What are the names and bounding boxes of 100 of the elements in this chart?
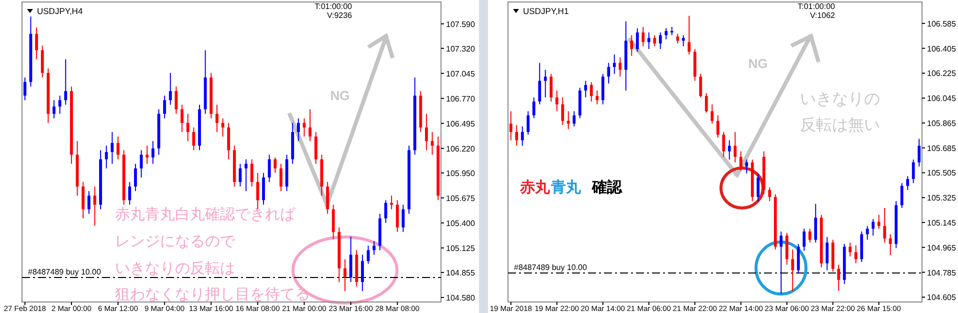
candlestick	[262, 172, 265, 206]
annotation: V:1062	[810, 11, 836, 20]
y-tick-label: 105.125	[446, 244, 476, 253]
candlestick	[344, 258, 346, 292]
annotation: T:01:00:00	[314, 2, 353, 11]
candlestick	[584, 80, 588, 98]
candlestick	[642, 26, 645, 47]
candlestick	[866, 225, 869, 240]
candlestick	[244, 158, 248, 192]
candlestick	[906, 176, 910, 191]
y-tick-label: 107.590	[446, 20, 476, 29]
candlestick	[900, 182, 904, 208]
candlestick	[532, 96, 536, 119]
candlestick	[837, 264, 840, 292]
candlestick	[372, 240, 376, 256]
y-tick-label: 106.220	[446, 144, 476, 154]
candlestick	[509, 110, 512, 141]
y-tick-label: 105.675	[446, 194, 476, 203]
annotation: 確認	[591, 179, 623, 196]
candlestick	[601, 73, 604, 105]
y-tick-label: 105.950	[446, 168, 476, 178]
y-tick-label: 106.405	[927, 44, 956, 54]
y-tick-label: 104.785	[927, 268, 956, 278]
candlestick	[883, 207, 886, 244]
y-tick-label: 104.965	[927, 243, 956, 252]
candlestick	[728, 140, 731, 160]
candlestick	[699, 73, 702, 98]
candlestick	[612, 54, 616, 74]
candlestick	[658, 32, 662, 50]
candlestick	[814, 203, 818, 244]
candlestick	[151, 140, 154, 164]
y-tick-label: 105.685	[927, 144, 956, 153]
candlestick	[791, 248, 794, 292]
candlestick	[756, 172, 760, 202]
candlestick	[785, 232, 788, 266]
candlestick	[745, 159, 748, 174]
text: USDJPY,H4	[37, 6, 83, 16]
candlestick	[308, 108, 312, 142]
text: USDJPY,H1	[523, 6, 569, 16]
y-tick-label: 107.045	[446, 69, 476, 78]
candlestick	[256, 172, 260, 210]
candlestick	[314, 132, 318, 164]
candlestick	[618, 56, 622, 78]
y-tick-label: 106.045	[927, 94, 956, 104]
candlestick	[296, 118, 300, 142]
candlestick	[349, 236, 352, 282]
candlestick	[854, 244, 858, 264]
candlestick	[87, 190, 90, 214]
candlestick	[35, 26, 38, 60]
y-tick-label: 104.580	[446, 293, 476, 302]
candlestick	[280, 163, 282, 192]
candlestick	[802, 228, 806, 252]
annotation: 赤丸青丸白丸確認できれば	[115, 206, 296, 223]
candlestick	[664, 28, 668, 40]
candlestick	[268, 154, 271, 182]
y-tick-label: 104.605	[927, 293, 956, 302]
y-tick-label: 105.400	[446, 218, 476, 228]
candlestick	[326, 182, 329, 214]
candlestick	[682, 34, 685, 47]
ref-line-label: #8487489 buy 10.00	[514, 262, 588, 272]
candlestick	[590, 82, 593, 102]
candlestick	[808, 228, 812, 244]
candlestick	[180, 104, 184, 132]
candlestick	[734, 131, 737, 163]
candlestick	[688, 15, 691, 56]
candlestick	[332, 204, 335, 240]
candlestick	[515, 124, 518, 146]
candlestick	[877, 214, 880, 230]
candlestick	[396, 200, 399, 232]
y-tick-label: 105.865	[927, 118, 956, 128]
candlestick	[104, 145, 108, 169]
y-tick-label: 105.145	[927, 218, 956, 228]
candlestick	[402, 204, 405, 232]
candlestick	[550, 73, 553, 102]
candlestick	[596, 90, 599, 105]
candlestick	[826, 236, 829, 271]
candlestick	[192, 126, 196, 151]
candlestick	[23, 76, 26, 101]
candlestick	[128, 182, 132, 206]
candlestick	[912, 159, 915, 184]
candlestick	[710, 104, 714, 124]
candlestick	[140, 150, 143, 178]
y-tick-label: 105.505	[927, 168, 956, 178]
candlestick	[360, 254, 364, 292]
candlestick	[274, 156, 277, 174]
candlestick	[424, 113, 428, 151]
candlestick	[780, 230, 783, 294]
candlestick	[566, 110, 570, 130]
candlestick	[544, 69, 547, 98]
candlestick	[250, 158, 254, 188]
candlestick	[918, 138, 921, 168]
candlestick	[647, 32, 650, 50]
candlestick	[796, 243, 800, 274]
candlestick	[58, 95, 62, 114]
candlestick	[636, 28, 639, 52]
candlestick	[40, 45, 44, 78]
y-tick-label: 106.225	[927, 69, 956, 78]
annotation: いきなりの反転は	[115, 260, 235, 277]
candlestick	[555, 90, 558, 112]
candlestick	[64, 58, 68, 106]
